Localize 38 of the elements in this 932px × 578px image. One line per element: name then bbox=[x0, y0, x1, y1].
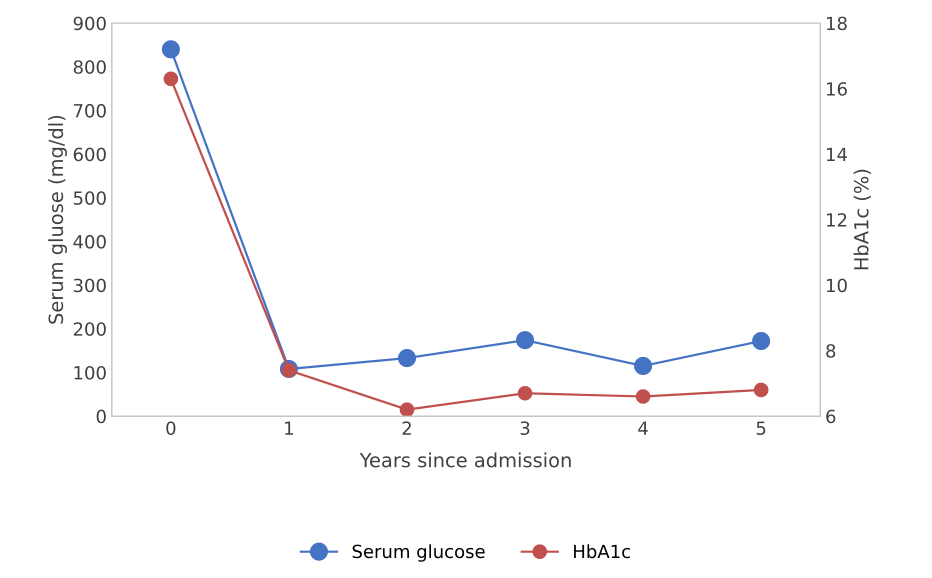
point bbox=[754, 382, 768, 398]
y-tick-label: 400 bbox=[73, 234, 106, 249]
y2-tick-label: 18 bbox=[827, 16, 847, 30]
x-tick-label: 0 bbox=[166, 421, 176, 435]
point bbox=[518, 386, 532, 401]
legend-label: HbA1c bbox=[574, 544, 630, 558]
x-tick-label: 1 bbox=[285, 422, 293, 435]
x-axis-title: Years since admission bbox=[360, 452, 571, 468]
y-tick-label: 700 bbox=[74, 104, 106, 118]
y2-tick-label: 12 bbox=[827, 213, 846, 226]
x-tick-label: 2 bbox=[402, 421, 411, 435]
y-tick-label: 0 bbox=[96, 410, 106, 424]
point bbox=[164, 72, 178, 86]
y2-tick-label: 6 bbox=[826, 410, 836, 424]
y-tick-label: 900 bbox=[74, 16, 106, 30]
y2-axis-title: HbA1c (%) bbox=[854, 170, 871, 270]
y-tick-label: 100 bbox=[74, 366, 106, 380]
point bbox=[634, 356, 652, 375]
point bbox=[398, 349, 416, 368]
y-tick-label: 800 bbox=[74, 60, 106, 74]
y2-tick-label: 10 bbox=[827, 278, 847, 292]
y2-tick-label: 8 bbox=[826, 344, 836, 358]
y-axis-title: Serum gluose (mg/dl) bbox=[48, 116, 67, 324]
x-tick-label: 3 bbox=[520, 421, 530, 435]
point bbox=[636, 389, 650, 404]
point bbox=[516, 331, 534, 350]
x-tick-label: 4 bbox=[638, 422, 648, 435]
point bbox=[162, 40, 180, 58]
y2-tick-label: 14 bbox=[827, 148, 847, 161]
point bbox=[752, 332, 770, 350]
y-tick-label: 200 bbox=[74, 322, 106, 336]
legend-label: Serum glucose bbox=[352, 544, 485, 562]
point bbox=[400, 402, 414, 416]
y2-tick-label: 16 bbox=[827, 82, 847, 96]
y-tick-label: 300 bbox=[74, 278, 106, 292]
y-tick-label: 500 bbox=[74, 191, 106, 205]
y-tick-label: 600 bbox=[74, 148, 106, 162]
x-tick-label: 5 bbox=[756, 422, 766, 435]
